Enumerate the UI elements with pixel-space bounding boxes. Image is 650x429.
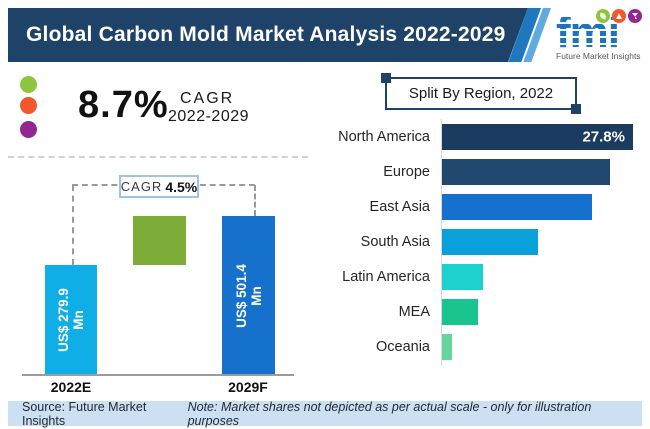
region-bar: 27.8% (442, 124, 633, 150)
bar-2022e-value: US$ 279.9 (56, 288, 71, 352)
region-label: Latin America (342, 269, 430, 285)
region-label: South Asia (360, 234, 430, 250)
green-square-marker (133, 216, 186, 265)
bar-2029f-value: US$ 501.4 (233, 263, 249, 328)
cagr-label: CAGR (180, 90, 235, 107)
region-value-label: 27.8% (582, 128, 625, 146)
bullet-dot-orange (20, 97, 37, 114)
fmi-logo-dots (596, 9, 642, 23)
flask-icon (612, 9, 626, 23)
region-bar (442, 299, 478, 325)
region-chart-title: Split By Region, 2022 (381, 73, 581, 114)
x-axis-line (22, 374, 294, 376)
note-text: Note: Market shares not depicted as per … (187, 399, 592, 428)
leaf-glyph (599, 12, 607, 20)
region-axis-line (441, 119, 442, 366)
region-bar (442, 264, 483, 290)
region-label: North America (338, 129, 430, 145)
glass-icon (628, 9, 642, 23)
leaf-icon (596, 9, 610, 23)
fmi-logo: fmi Future Market Insights (556, 8, 648, 62)
cagr-connector-left (72, 185, 74, 265)
bar-2022e-unit: Mn (71, 310, 86, 330)
region-row-east-asia: East Asia (330, 194, 642, 220)
cagr-connector-right (254, 185, 256, 216)
region-track (442, 264, 642, 290)
bar-2029f: US$ 501.4 Mn (222, 216, 275, 375)
cagr-callout-label: CAGR (120, 179, 163, 194)
cagr-period: 2022-2029 (168, 108, 250, 125)
region-track (442, 299, 642, 325)
bullet-dot-purple (20, 121, 37, 138)
region-track (442, 334, 642, 360)
region-track (442, 194, 642, 220)
bullet-dot-green (20, 76, 37, 93)
region-bar (442, 159, 610, 185)
flask-glyph (616, 13, 622, 19)
fmi-logo-caption: Future Market Insights (556, 51, 641, 61)
cagr-value: 8.7% (78, 84, 169, 126)
region-label: Europe (383, 164, 430, 180)
footer-bar: Source: Future Market Insights Note: Mar… (8, 399, 642, 428)
cagr-callout-box: CAGR 4.5% (119, 175, 199, 198)
x-axis-label-2022e: 2022E (50, 379, 92, 395)
glass-glyph (632, 13, 638, 19)
region-row-latin-america: Latin America (330, 264, 642, 290)
region-label: MEA (398, 304, 430, 320)
region-row-south-asia: South Asia (330, 229, 642, 255)
page-title: Global Carbon Mold Market Analysis 2022-… (26, 23, 506, 46)
header-banner: Global Carbon Mold Market Analysis 2022-… (8, 8, 528, 62)
source-text: Source: Future Market Insights (22, 399, 147, 428)
bar-2029f-unit: Mn (248, 285, 264, 306)
region-track (442, 159, 642, 185)
dashed-divider (8, 156, 308, 158)
region-row-mea: MEA (330, 299, 642, 325)
bar-2029f-value-label: US$ 501.4 Mn (234, 264, 264, 328)
cagr-callout-value: 4.5% (165, 178, 198, 195)
region-row-north-america: North America 27.8% (330, 124, 642, 150)
region-label: East Asia (369, 199, 430, 215)
region-bar (442, 194, 592, 220)
region-track (442, 229, 642, 255)
region-bar (442, 229, 538, 255)
region-label: Oceania (375, 339, 430, 355)
x-axis-label-2029f: 2029F (228, 379, 268, 395)
bar-2022e: US$ 279.9 Mn (45, 265, 97, 375)
region-row-europe: Europe (330, 159, 642, 185)
region-bar (442, 334, 452, 360)
bar-2022e-value-label: US$ 279.9 Mn (56, 288, 86, 352)
region-track: 27.8% (442, 124, 642, 150)
region-row-oceania: Oceania (330, 334, 642, 360)
